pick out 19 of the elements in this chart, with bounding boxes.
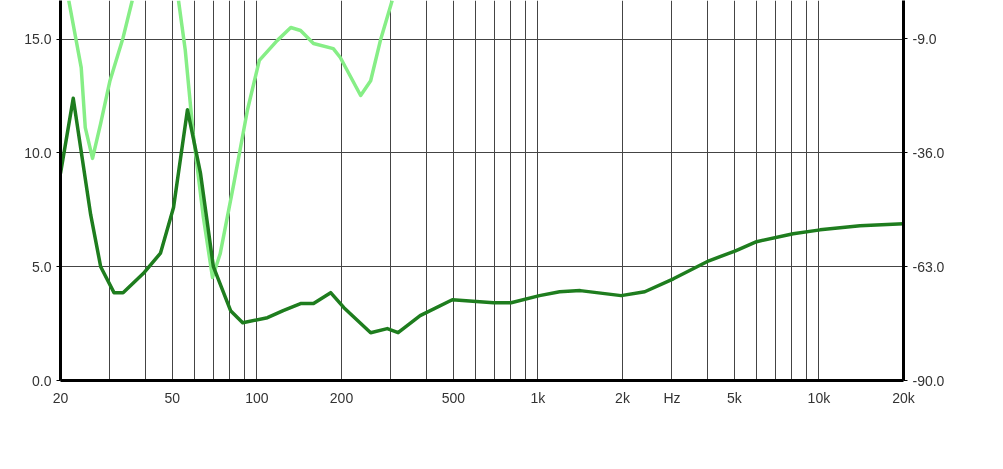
x-tick-label: 10k: [807, 389, 832, 406]
x-tick-label: 1k: [530, 389, 547, 406]
x-tick-label: 20: [52, 389, 69, 406]
y-tick-label: 15.0: [24, 31, 52, 48]
y2-tick-label: -63.0: [912, 258, 945, 275]
x-tick-label: 20k: [892, 389, 916, 406]
y-tick-label: 5.0: [32, 258, 52, 275]
y2-tick-label: -36.0: [912, 144, 945, 161]
y-tick-label: 10.0: [24, 144, 52, 161]
x-tick-label: 100: [245, 389, 269, 406]
x-tick-label: 2k: [615, 389, 631, 406]
x-tick-label: 500: [441, 389, 466, 406]
x-tick-label: 200: [329, 389, 354, 406]
x-tick-label: 50: [164, 389, 181, 406]
x-tick-label: Hz: [663, 389, 681, 406]
y2-tick-label: -9.0: [912, 30, 937, 47]
x-tick-label: 5k: [726, 389, 743, 406]
y-tick-label: 0.0: [32, 372, 52, 389]
y2-tick-label: -90.0: [912, 372, 945, 389]
